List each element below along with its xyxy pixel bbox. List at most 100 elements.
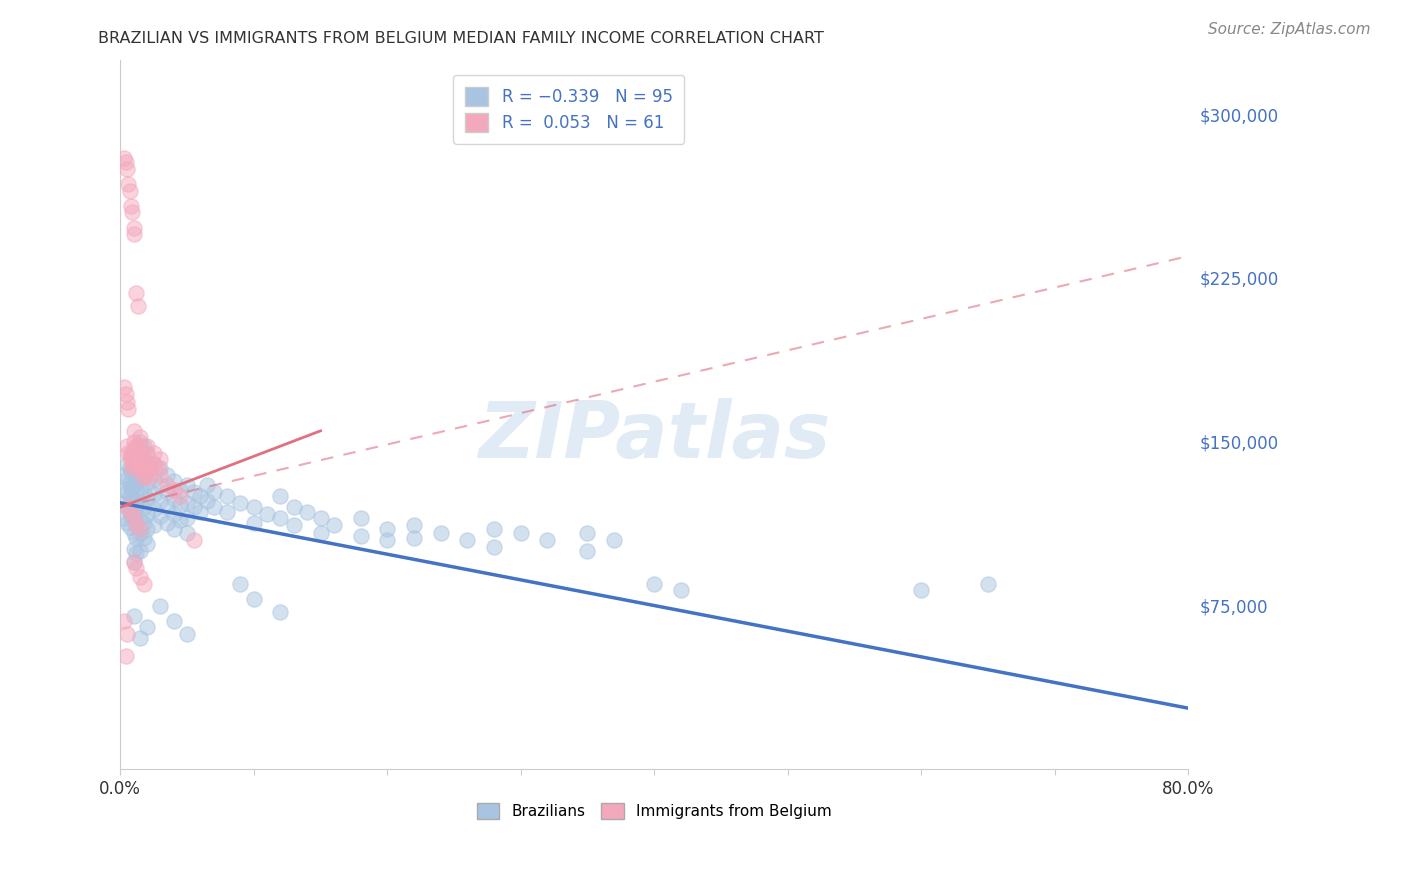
Point (131, 461, 153, 475)
Point (149, 461, 172, 475)
Point (142, 457, 165, 471)
Point (136, 457, 159, 471)
Point (120, 493, 142, 508)
Point (375, 522, 398, 536)
Point (156, 516, 179, 530)
Point (115, 472, 138, 486)
Point (269, 605, 291, 619)
Point (118, 461, 141, 475)
Point (114, 386, 136, 401)
Point (120, 481, 142, 495)
Point (269, 489, 291, 503)
Point (603, 533, 626, 547)
Point (283, 517, 305, 532)
Point (669, 583, 692, 598)
Point (125, 452, 148, 467)
Point (910, 583, 932, 598)
Point (125, 561, 148, 575)
Point (125, 517, 148, 532)
Point (163, 474, 186, 488)
Point (129, 439, 152, 453)
Point (122, 511, 145, 525)
Point (125, 439, 148, 453)
Point (136, 466, 159, 480)
Point (149, 508, 172, 523)
Point (122, 493, 145, 508)
Point (115, 516, 138, 530)
Point (115, 627, 138, 641)
Point (482, 540, 505, 554)
Point (121, 205, 143, 219)
Point (127, 299, 149, 313)
Point (125, 500, 148, 515)
Point (136, 461, 159, 475)
Point (142, 445, 165, 459)
Point (643, 576, 665, 591)
Point (242, 516, 264, 530)
Point (183, 533, 205, 547)
Point (149, 493, 172, 508)
Point (122, 609, 145, 624)
Point (136, 491, 159, 506)
Point (112, 496, 135, 510)
Point (149, 599, 172, 613)
Point (349, 529, 371, 543)
Point (349, 511, 371, 525)
Point (176, 496, 198, 510)
Point (118, 476, 141, 491)
Point (169, 498, 191, 512)
Point (195, 478, 218, 492)
Point (122, 434, 145, 449)
Point (134, 439, 156, 453)
Point (176, 526, 198, 541)
Point (122, 555, 145, 569)
Point (118, 184, 141, 198)
Point (149, 452, 172, 467)
Point (129, 511, 152, 525)
Text: Source: ZipAtlas.com: Source: ZipAtlas.com (1208, 22, 1371, 37)
Point (136, 537, 159, 551)
Point (242, 591, 264, 606)
Point (134, 576, 156, 591)
Point (163, 491, 186, 506)
Point (375, 533, 398, 547)
Point (134, 469, 156, 483)
Point (156, 485, 179, 500)
Point (129, 434, 152, 449)
Point (129, 430, 152, 444)
Point (142, 487, 165, 501)
Point (509, 526, 531, 541)
Point (229, 576, 252, 591)
Point (129, 570, 152, 584)
Point (134, 461, 156, 475)
Point (122, 461, 145, 475)
Point (120, 199, 142, 213)
Point (136, 445, 159, 459)
Point (117, 177, 139, 191)
Point (136, 439, 159, 453)
Text: ZIPatlas: ZIPatlas (478, 398, 831, 474)
Point (129, 632, 152, 646)
Point (112, 483, 135, 497)
Point (122, 227, 145, 242)
Point (456, 533, 478, 547)
Point (169, 513, 191, 527)
Point (156, 500, 179, 515)
Point (134, 500, 156, 515)
Point (322, 517, 344, 532)
Point (120, 466, 142, 480)
Point (125, 546, 148, 560)
Point (576, 526, 599, 541)
Point (129, 496, 152, 510)
Point (149, 467, 172, 482)
Point (122, 508, 145, 523)
Point (115, 161, 138, 176)
Point (146, 461, 169, 475)
Point (122, 220, 145, 235)
Point (142, 517, 165, 532)
Point (134, 452, 156, 467)
Point (183, 485, 205, 500)
Point (202, 485, 225, 500)
Point (115, 485, 138, 500)
Point (136, 522, 159, 536)
